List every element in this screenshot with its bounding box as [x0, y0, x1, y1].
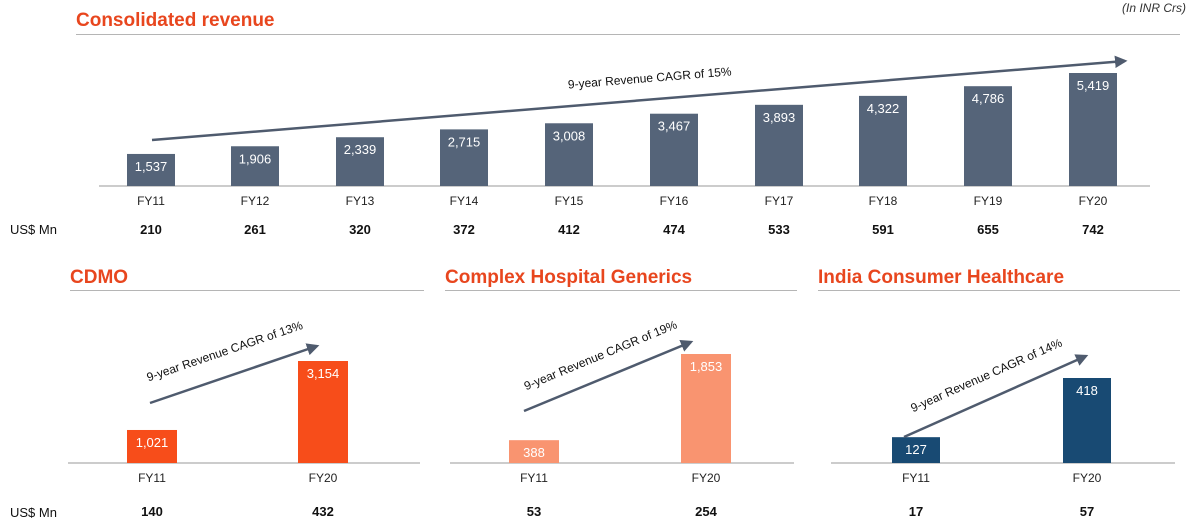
bar-consolidated-fy19 [964, 86, 1012, 186]
usd-row-label-top: US$ Mn [10, 222, 57, 237]
bar-value-consolidated-fy14: 2,715 [448, 134, 481, 149]
bar-value-chg-fy11: 388 [523, 445, 545, 460]
x-tick-ich-fy20: FY20 [1073, 471, 1102, 485]
bar-consolidated-fy16 [650, 113, 698, 186]
x-tick-consolidated-fy15: FY15 [555, 194, 584, 208]
bar-value-consolidated-fy18: 4,322 [867, 101, 900, 116]
bar-value-consolidated-fy13: 2,339 [344, 142, 377, 157]
title-rule-ich [818, 290, 1180, 291]
bar-value-consolidated-fy17: 3,893 [763, 110, 796, 125]
usd-value-consolidated-fy20: 742 [1082, 222, 1104, 237]
bar-ich-fy20 [1063, 378, 1111, 463]
x-tick-chg-fy20: FY20 [692, 471, 721, 485]
usd-value-consolidated-fy18: 591 [872, 222, 894, 237]
usd-value-consolidated-fy19: 655 [977, 222, 999, 237]
title-india-consumer-healthcare: India Consumer Healthcare [818, 267, 1065, 288]
cagr-arrow-ich [903, 354, 1089, 439]
bar-value-consolidated-fy11: 1,537 [135, 159, 168, 174]
cagr-label-cdmo: 9-year Revenue CAGR of 13% [145, 318, 305, 384]
x-tick-consolidated-fy14: FY14 [450, 194, 479, 208]
bar-consolidated-fy18 [859, 95, 907, 186]
x-tick-cdmo-fy11: FY11 [138, 471, 166, 485]
bar-value-consolidated-fy20: 5,419 [1077, 78, 1110, 93]
bar-value-cdmo-fy20: 3,154 [307, 366, 340, 381]
cagr-label-consolidated: 9-year Revenue CAGR of 15% [567, 64, 732, 91]
x-tick-consolidated-fy11: FY11 [137, 194, 165, 208]
bar-value-consolidated-fy16: 3,467 [658, 119, 691, 134]
bar-chg-fy20 [681, 354, 731, 463]
usd-value-cdmo-fy11: 140 [141, 504, 163, 519]
usd-value-chg-fy11: 53 [527, 504, 541, 519]
bar-value-chg-fy20: 1,853 [690, 359, 723, 374]
bar-consolidated-fy13 [336, 137, 384, 186]
usd-row-label-bottom: US$ Mn [10, 505, 57, 520]
x-tick-consolidated-fy19: FY19 [974, 194, 1003, 208]
x-tick-consolidated-fy20: FY20 [1079, 194, 1108, 208]
usd-value-cdmo-fy20: 432 [312, 504, 334, 519]
usd-value-consolidated-fy16: 474 [663, 222, 685, 237]
bar-value-consolidated-fy19: 4,786 [972, 91, 1005, 106]
bar-chg-fy11 [509, 440, 559, 463]
usd-value-consolidated-fy11: 210 [140, 222, 162, 237]
usd-value-consolidated-fy14: 372 [453, 222, 475, 237]
bar-value-cdmo-fy11: 1,021 [136, 435, 169, 450]
title-complex-hospital-generics: Complex Hospital Generics [445, 267, 693, 288]
usd-value-ich-fy11: 17 [909, 504, 923, 519]
cagr-label-chg: 9-year Revenue CAGR of 19% [522, 317, 679, 393]
x-tick-consolidated-fy12: FY12 [241, 194, 270, 208]
bar-consolidated-fy17 [755, 104, 803, 186]
bar-value-consolidated-fy12: 1,906 [239, 151, 272, 166]
usd-value-consolidated-fy12: 261 [244, 222, 266, 237]
x-tick-ich-fy11: FY11 [902, 471, 930, 485]
bar-cdmo-fy20 [298, 361, 348, 463]
title-rule-consolidated [76, 34, 1180, 35]
x-tick-consolidated-fy18: FY18 [869, 194, 898, 208]
usd-value-consolidated-fy15: 412 [558, 222, 580, 237]
unit-note: (In INR Crs) [1122, 1, 1186, 15]
cagr-arrow-cdmo [149, 343, 320, 405]
usd-value-chg-fy20: 254 [695, 504, 717, 519]
title-cdmo: CDMO [70, 267, 129, 288]
bar-consolidated-fy20 [1069, 73, 1117, 186]
bar-consolidated-fy11 [127, 153, 175, 186]
bar-ich-fy11 [892, 437, 940, 463]
bar-consolidated-fy12 [231, 146, 279, 186]
usd-value-consolidated-fy13: 320 [349, 222, 371, 237]
title-consolidated-revenue: Consolidated revenue [76, 10, 275, 31]
bar-value-consolidated-fy15: 3,008 [553, 128, 586, 143]
bar-cdmo-fy11 [127, 429, 177, 463]
x-tick-cdmo-fy20: FY20 [309, 471, 338, 485]
x-tick-chg-fy11: FY11 [520, 471, 548, 485]
title-rule-chg [445, 290, 797, 291]
x-tick-consolidated-fy13: FY13 [346, 194, 375, 208]
title-rule-cdmo [70, 290, 424, 291]
bar-consolidated-fy15 [545, 123, 593, 186]
usd-value-ich-fy20: 57 [1080, 504, 1094, 519]
x-tick-consolidated-fy17: FY17 [765, 194, 794, 208]
bar-value-ich-fy11: 127 [905, 442, 927, 457]
usd-value-consolidated-fy17: 533 [768, 222, 790, 237]
bar-consolidated-fy14 [440, 129, 488, 186]
x-tick-consolidated-fy16: FY16 [660, 194, 689, 208]
cagr-arrow-consolidated [151, 55, 1128, 142]
bar-value-ich-fy20: 418 [1076, 383, 1098, 398]
cagr-arrow-chg [523, 340, 694, 413]
